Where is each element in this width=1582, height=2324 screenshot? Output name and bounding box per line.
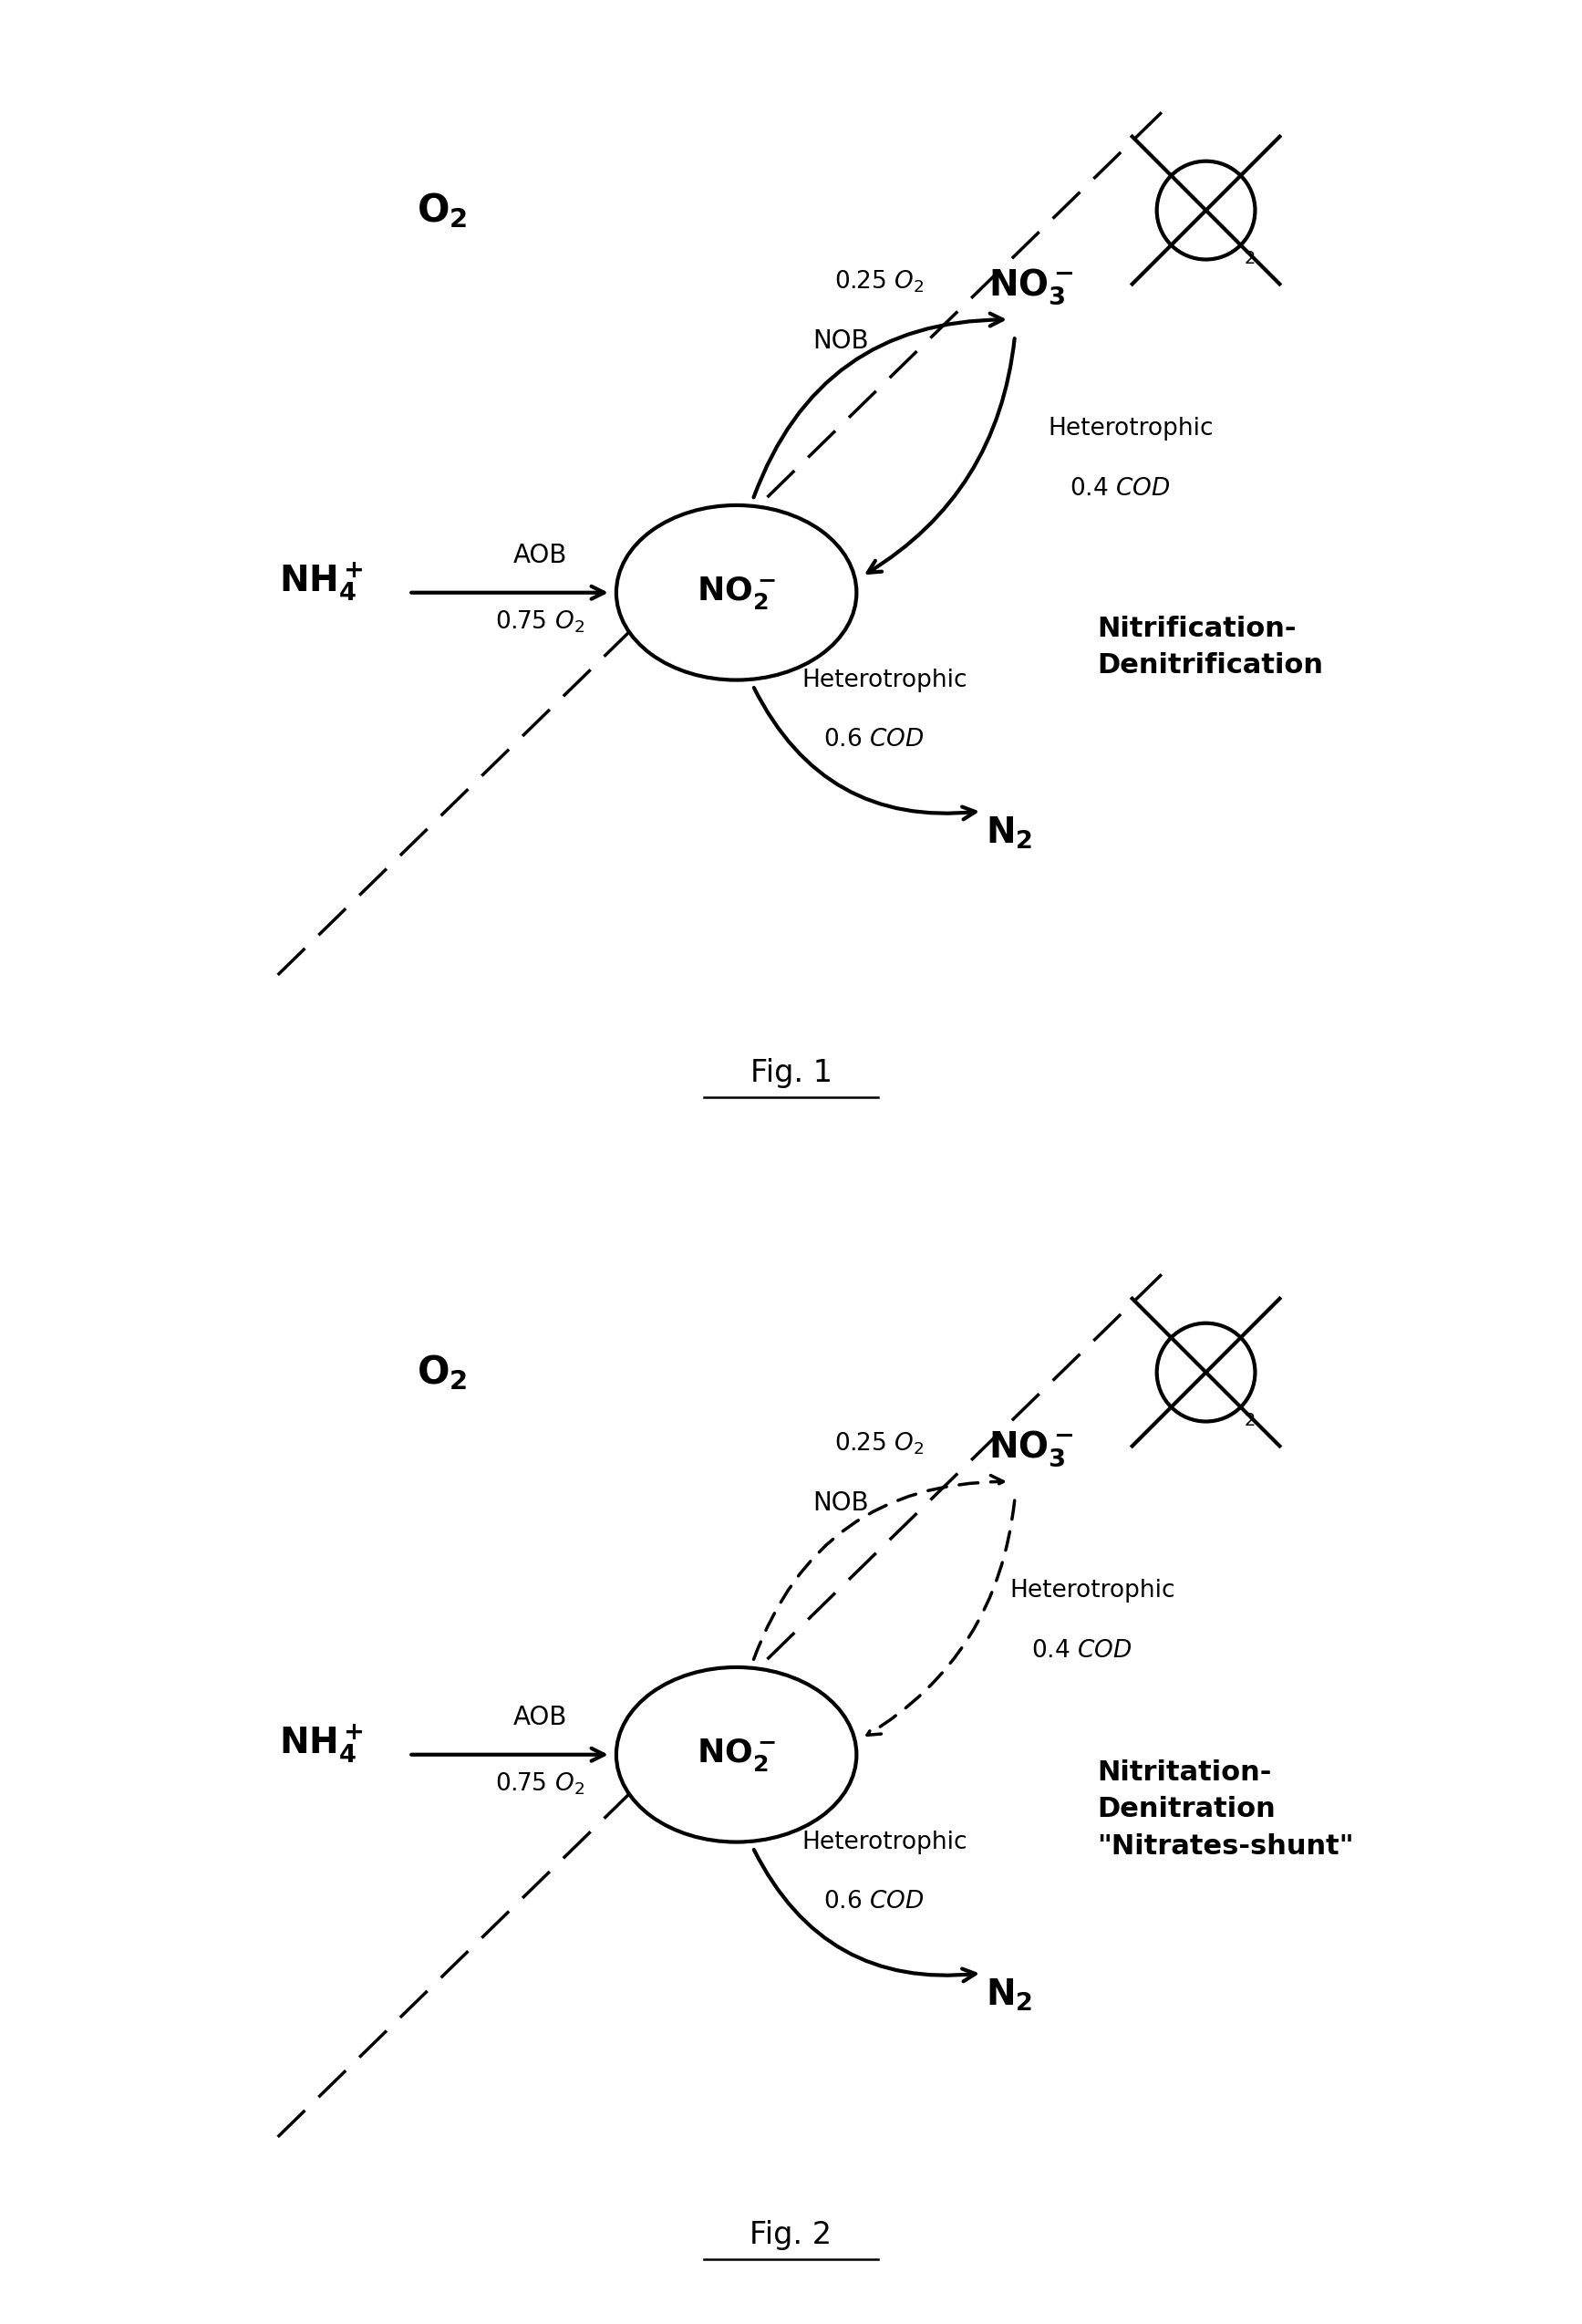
Text: $0.75\ O_2$: $0.75\ O_2$ [495,609,585,634]
Text: $\mathbf{NO_3^-}$: $\mathbf{NO_3^-}$ [989,267,1074,307]
Text: Heterotrophic: Heterotrophic [802,1829,968,1855]
Text: $\mathbf{NO_3^-}$: $\mathbf{NO_3^-}$ [989,1429,1074,1469]
Text: $0.4\ COD$: $0.4\ COD$ [1069,476,1171,500]
Text: AOB: AOB [513,1706,566,1731]
Text: $0.75\ O_2$: $0.75\ O_2$ [495,1771,585,1796]
Text: $0.6\ COD$: $0.6\ COD$ [824,727,925,753]
Ellipse shape [617,504,856,681]
Text: $\mathbf{O_2}$: $\mathbf{O_2}$ [416,191,467,230]
Text: $0.25\ O_2$: $0.25\ O_2$ [835,1429,924,1457]
Text: $\mathbf{NO_2^-}$: $\mathbf{NO_2^-}$ [696,1736,775,1773]
FancyArrowPatch shape [867,1501,1014,1736]
Text: $0.25\ O_2$: $0.25\ O_2$ [835,267,924,295]
Text: $\mathbf{NO_2^-}$: $\mathbf{NO_2^-}$ [696,574,775,611]
Text: Nitrification-
Denitrification: Nitrification- Denitrification [1096,616,1323,679]
Text: Heterotrophic: Heterotrophic [1047,416,1213,442]
FancyArrowPatch shape [869,339,1014,572]
Text: NOB: NOB [813,328,869,353]
FancyArrowPatch shape [753,1476,1003,1659]
Text: $\mathbf{N_2}$: $\mathbf{N_2}$ [986,1978,1033,2013]
FancyArrowPatch shape [755,1850,976,1982]
Text: $\mathbf{N_2}$: $\mathbf{N_2}$ [986,816,1033,851]
Text: Fig. 2: Fig. 2 [750,2219,832,2250]
Text: Fig. 1: Fig. 1 [750,1057,832,1088]
Text: Heterotrophic: Heterotrophic [1009,1578,1175,1604]
Ellipse shape [617,1666,856,1843]
Text: Heterotrophic: Heterotrophic [802,667,968,693]
Text: $0.4\ COD$: $0.4\ COD$ [1031,1638,1133,1662]
FancyArrowPatch shape [753,314,1003,497]
Text: AOB: AOB [513,544,566,569]
Text: $_2$: $_2$ [1243,242,1256,267]
Text: $\mathbf{NH_4^+}$: $\mathbf{NH_4^+}$ [280,1722,364,1764]
Text: $_2$: $_2$ [1243,1404,1256,1429]
Text: $\mathbf{NH_4^+}$: $\mathbf{NH_4^+}$ [280,560,364,602]
Text: NOB: NOB [813,1490,869,1515]
FancyArrowPatch shape [755,688,976,820]
Text: $\mathbf{O_2}$: $\mathbf{O_2}$ [416,1353,467,1392]
Text: $0.6\ COD$: $0.6\ COD$ [824,1889,925,1915]
Text: Nitritation-
Denitration
"Nitrates-shunt": Nitritation- Denitration "Nitrates-shunt… [1096,1759,1354,1859]
